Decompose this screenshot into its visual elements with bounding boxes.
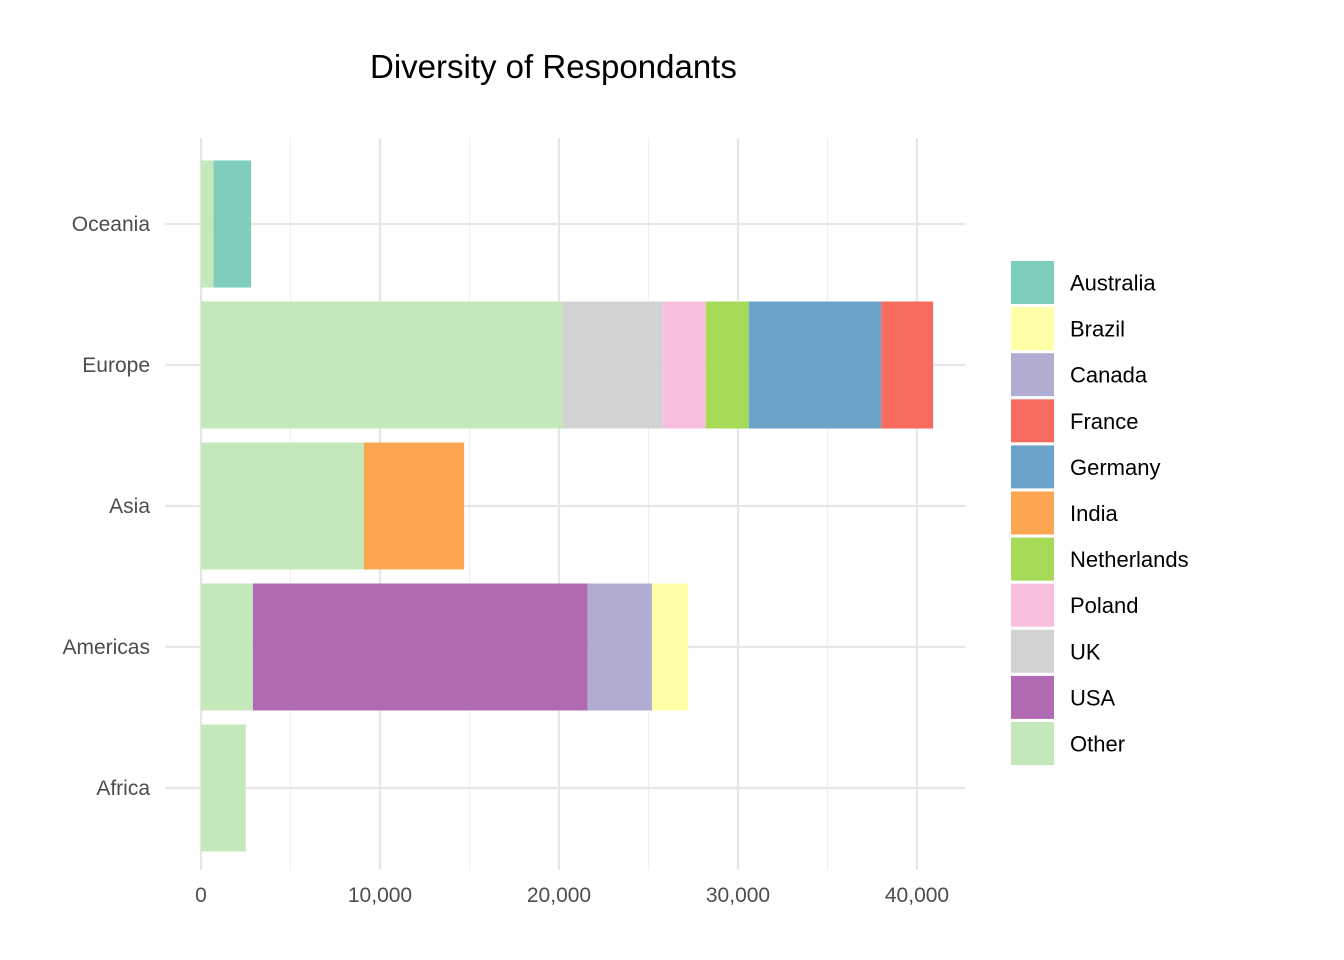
legend-item-other: Other bbox=[1011, 722, 1125, 765]
legend-label-india: India bbox=[1070, 501, 1118, 526]
bar-europe-poland bbox=[662, 301, 706, 429]
legend-label-other: Other bbox=[1070, 732, 1125, 757]
legend-swatch-france bbox=[1011, 399, 1054, 443]
legend-item-usa: USA bbox=[1011, 675, 1116, 719]
legend-item-poland: Poland bbox=[1011, 583, 1139, 627]
legend-swatch-india bbox=[1011, 491, 1054, 535]
bar-americas-other bbox=[201, 583, 253, 711]
legend: Australia Brazil Canada France Germany India N… bbox=[1011, 261, 1189, 765]
x-tick-label: 10,000 bbox=[348, 884, 412, 907]
bar-africa-other bbox=[201, 724, 246, 852]
legend-label-canada: Canada bbox=[1070, 363, 1148, 388]
bar-europe-netherlands bbox=[705, 301, 749, 429]
legend-item-netherlands: Netherlands bbox=[1011, 537, 1189, 581]
y-tick-label-americas: Americas bbox=[62, 636, 150, 659]
y-axis: Africa Americas Asia Europe Oceania bbox=[62, 213, 150, 800]
legend-label-australia: Australia bbox=[1070, 271, 1156, 296]
bar-americas-brazil bbox=[652, 583, 688, 711]
chart-title: Diversity of Respondants bbox=[370, 48, 737, 85]
legend-swatch-usa bbox=[1011, 675, 1054, 719]
bar-europe-other bbox=[201, 301, 563, 429]
legend-item-india: India bbox=[1011, 491, 1118, 535]
legend-swatch-other bbox=[1011, 722, 1054, 765]
bar-oceania-australia bbox=[213, 160, 252, 288]
legend-swatch-poland bbox=[1011, 583, 1054, 627]
legend-label-brazil: Brazil bbox=[1070, 317, 1125, 342]
bar-europe-uk bbox=[562, 301, 663, 429]
legend-swatch-brazil bbox=[1011, 307, 1054, 351]
legend-item-brazil: Brazil bbox=[1011, 307, 1125, 351]
legend-swatch-australia bbox=[1011, 261, 1054, 304]
bar-asia-india bbox=[363, 442, 465, 570]
legend-item-canada: Canada bbox=[1011, 353, 1148, 397]
legend-label-usa: USA bbox=[1070, 685, 1116, 710]
legend-label-netherlands: Netherlands bbox=[1070, 547, 1189, 572]
bar-oceania-other bbox=[201, 160, 214, 288]
x-axis: 0 10,000 20,000 30,000 40,000 bbox=[195, 884, 949, 907]
x-tick-label: 20,000 bbox=[527, 884, 591, 907]
legend-swatch-canada bbox=[1011, 353, 1054, 397]
legend-label-germany: Germany bbox=[1070, 455, 1160, 480]
bar-americas-canada bbox=[587, 583, 653, 711]
legend-swatch-netherlands bbox=[1011, 537, 1054, 581]
legend-item-australia: Australia bbox=[1011, 261, 1156, 304]
y-tick-label-africa: Africa bbox=[96, 777, 150, 800]
bar-americas-usa bbox=[252, 583, 588, 711]
y-tick-label-europe: Europe bbox=[82, 354, 150, 377]
legend-swatch-germany bbox=[1011, 445, 1054, 489]
bars-layer bbox=[201, 160, 934, 852]
y-tick-label-asia: Asia bbox=[109, 495, 150, 518]
legend-item-germany: Germany bbox=[1011, 445, 1160, 489]
legend-label-poland: Poland bbox=[1070, 593, 1139, 618]
legend-swatch-uk bbox=[1011, 629, 1054, 673]
bar-asia-other bbox=[201, 442, 364, 570]
x-tick-label: 30,000 bbox=[706, 884, 770, 907]
legend-item-uk: UK bbox=[1011, 629, 1101, 673]
y-tick-label-oceania: Oceania bbox=[72, 213, 151, 236]
legend-label-uk: UK bbox=[1070, 639, 1101, 664]
legend-item-france: France bbox=[1011, 399, 1138, 443]
bar-europe-france bbox=[881, 301, 934, 429]
x-tick-label: 40,000 bbox=[885, 884, 949, 907]
legend-label-france: France bbox=[1070, 409, 1138, 434]
x-tick-label: 0 bbox=[195, 884, 207, 907]
bar-europe-germany bbox=[748, 301, 882, 429]
